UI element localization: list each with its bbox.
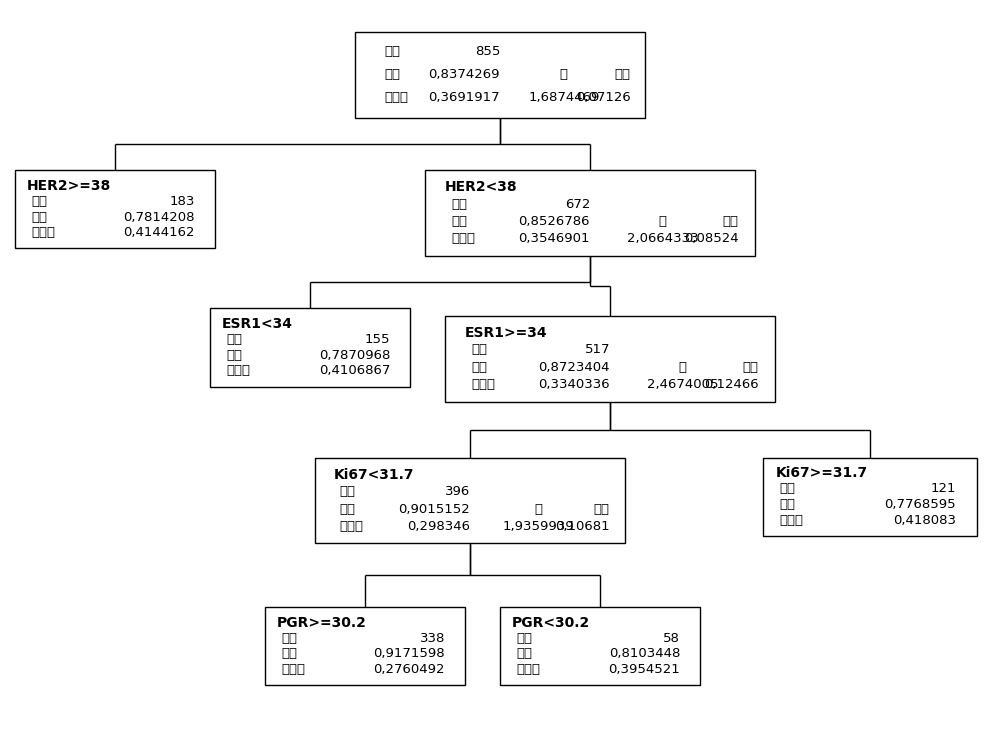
- Text: 0,7870968: 0,7870968: [319, 349, 390, 362]
- Text: 差异: 差异: [722, 215, 738, 228]
- Text: PGR<30.2: PGR<30.2: [512, 616, 590, 630]
- Text: 标准差: 标准差: [516, 663, 540, 676]
- Text: 0,4144162: 0,4144162: [124, 226, 195, 239]
- FancyBboxPatch shape: [763, 457, 977, 536]
- Text: 2,4674005: 2,4674005: [647, 378, 718, 391]
- Text: 値: 値: [679, 361, 687, 374]
- Text: 差异: 差异: [742, 361, 759, 374]
- Text: 标准差: 标准差: [340, 520, 364, 533]
- Text: 均値: 均値: [780, 498, 796, 511]
- Text: 差异: 差异: [614, 68, 631, 81]
- Text: 均値: 均値: [384, 68, 400, 81]
- Text: ESR1<34: ESR1<34: [222, 317, 293, 331]
- Text: 均値: 均値: [226, 349, 242, 362]
- Text: 标准差: 标准差: [471, 378, 495, 391]
- Text: 0,8526786: 0,8526786: [518, 215, 590, 228]
- Text: 均値: 均値: [281, 648, 297, 660]
- FancyBboxPatch shape: [355, 31, 645, 118]
- Text: 2,0664333: 2,0664333: [627, 232, 698, 245]
- Text: 672: 672: [565, 198, 590, 211]
- Text: HER2<38: HER2<38: [445, 180, 517, 194]
- Text: 频率: 频率: [780, 483, 796, 495]
- Text: 0,7814208: 0,7814208: [124, 211, 195, 223]
- Text: 0,9171598: 0,9171598: [373, 648, 445, 660]
- FancyBboxPatch shape: [210, 308, 410, 387]
- Text: 0,2760492: 0,2760492: [374, 663, 445, 676]
- Text: 频率: 频率: [226, 333, 242, 346]
- FancyBboxPatch shape: [445, 316, 775, 402]
- Text: 0,8374269: 0,8374269: [428, 68, 500, 81]
- Text: 0,8723404: 0,8723404: [538, 361, 610, 374]
- Text: 0,12466: 0,12466: [704, 378, 759, 391]
- Text: 均値: 均値: [516, 648, 532, 660]
- Text: ESR1>=34: ESR1>=34: [465, 326, 547, 340]
- FancyBboxPatch shape: [425, 170, 755, 255]
- Text: 0,8103448: 0,8103448: [609, 648, 680, 660]
- Text: 均値: 均値: [471, 361, 487, 374]
- Text: 标准差: 标准差: [451, 232, 475, 245]
- Text: 标准差: 标准差: [226, 365, 250, 377]
- Text: 値: 値: [534, 503, 542, 515]
- Text: 0,4106867: 0,4106867: [319, 365, 390, 377]
- Text: 0,298346: 0,298346: [407, 520, 470, 533]
- Text: 0,418083: 0,418083: [893, 514, 956, 527]
- Text: 频率: 频率: [340, 486, 356, 498]
- Text: Ki67>=31.7: Ki67>=31.7: [775, 466, 868, 480]
- Text: 差异: 差异: [593, 503, 609, 515]
- Text: 値: 値: [659, 215, 667, 228]
- Text: HER2>=38: HER2>=38: [27, 179, 111, 193]
- Text: 値: 値: [560, 68, 568, 81]
- Text: PGR>=30.2: PGR>=30.2: [277, 616, 367, 630]
- FancyBboxPatch shape: [500, 607, 700, 686]
- Text: 均値: 均値: [340, 503, 356, 515]
- Text: 0,08524: 0,08524: [684, 232, 738, 245]
- Text: 0,3340336: 0,3340336: [538, 378, 610, 391]
- Text: 183: 183: [170, 195, 195, 208]
- FancyBboxPatch shape: [315, 457, 625, 544]
- Text: 0,9015152: 0,9015152: [398, 503, 470, 515]
- Text: 频率: 频率: [516, 632, 532, 645]
- Text: 0,3546901: 0,3546901: [518, 232, 590, 245]
- Text: 频率: 频率: [471, 344, 487, 356]
- Text: Ki67<31.7: Ki67<31.7: [334, 468, 414, 482]
- Text: 频率: 频率: [281, 632, 297, 645]
- Text: 1,9359939: 1,9359939: [502, 520, 574, 533]
- Text: 0,3954521: 0,3954521: [608, 663, 680, 676]
- Text: 396: 396: [445, 486, 470, 498]
- Text: 均値: 均値: [31, 211, 47, 223]
- Text: 855: 855: [475, 46, 500, 58]
- Text: 0,07126: 0,07126: [576, 91, 631, 104]
- Text: 频率: 频率: [31, 195, 47, 208]
- Text: 标准差: 标准差: [780, 514, 804, 527]
- Text: 0,7768595: 0,7768595: [884, 498, 956, 511]
- Text: 155: 155: [364, 333, 390, 346]
- FancyBboxPatch shape: [15, 170, 215, 248]
- Text: 标准差: 标准差: [281, 663, 305, 676]
- Text: 0,10681: 0,10681: [555, 520, 609, 533]
- Text: 1,6874469: 1,6874469: [528, 91, 599, 104]
- Text: 517: 517: [584, 344, 610, 356]
- Text: 58: 58: [663, 632, 680, 645]
- Text: 频率: 频率: [451, 198, 467, 211]
- Text: 均値: 均値: [451, 215, 467, 228]
- Text: 0,3691917: 0,3691917: [428, 91, 500, 104]
- Text: 121: 121: [930, 483, 956, 495]
- Text: 标准差: 标准差: [384, 91, 408, 104]
- Text: 标准差: 标准差: [31, 226, 55, 239]
- FancyBboxPatch shape: [265, 607, 465, 686]
- Text: 频率: 频率: [384, 46, 400, 58]
- Text: 338: 338: [420, 632, 445, 645]
